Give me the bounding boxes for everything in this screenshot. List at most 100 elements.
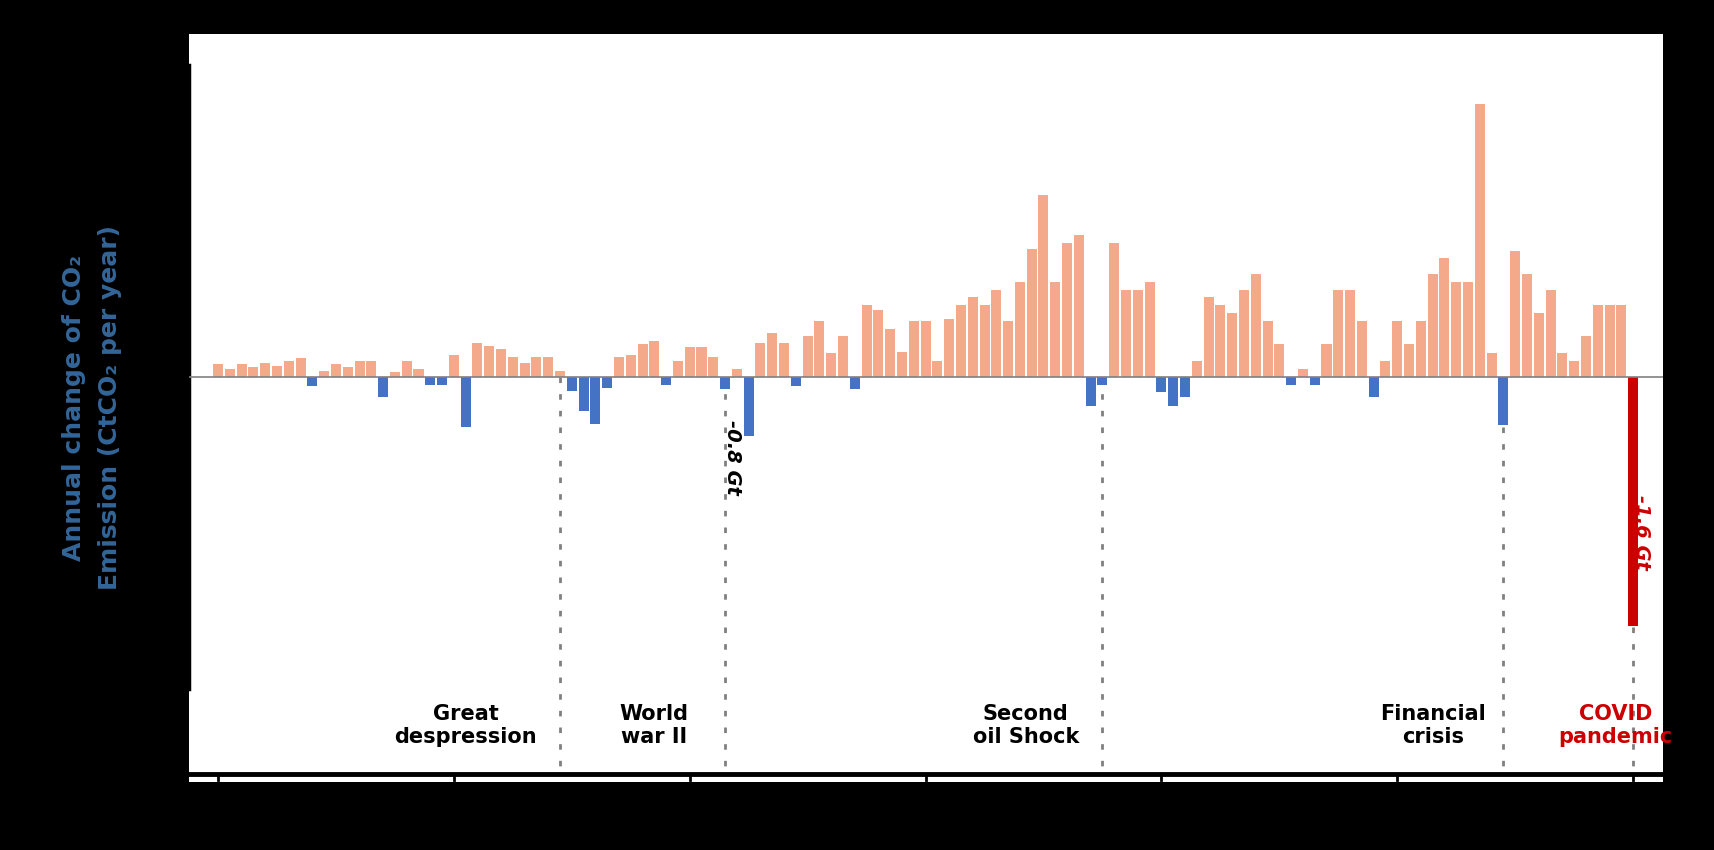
Bar <box>1109 243 1119 377</box>
Bar <box>802 337 812 377</box>
Bar <box>543 357 554 377</box>
Bar <box>485 346 494 377</box>
Bar <box>602 377 612 388</box>
Bar <box>838 337 848 377</box>
Bar <box>1486 354 1496 377</box>
Bar <box>1428 274 1438 377</box>
Bar <box>1157 377 1167 393</box>
Bar <box>1015 282 1025 377</box>
Bar <box>389 372 399 377</box>
Bar <box>790 377 800 386</box>
Bar <box>1546 290 1556 377</box>
Bar <box>461 377 471 427</box>
Bar <box>319 371 329 377</box>
Bar <box>991 290 1001 377</box>
Bar <box>1191 361 1202 377</box>
Bar <box>1592 305 1603 377</box>
Bar <box>626 355 636 377</box>
Bar <box>307 377 317 386</box>
Bar <box>1263 320 1272 377</box>
Bar <box>968 298 977 377</box>
Bar <box>1075 235 1083 377</box>
Bar <box>273 366 283 377</box>
Bar <box>1580 337 1591 377</box>
Bar <box>495 348 506 377</box>
Bar <box>662 377 672 385</box>
Bar <box>1534 313 1544 377</box>
Bar <box>1051 282 1061 377</box>
Text: 2020: 2020 <box>1597 785 1668 809</box>
Text: 1960: 1960 <box>891 785 960 809</box>
Bar <box>1628 377 1639 626</box>
Bar <box>1027 249 1037 377</box>
Bar <box>1133 290 1143 377</box>
Bar <box>1286 377 1296 385</box>
Bar <box>920 320 931 377</box>
Bar <box>425 377 435 385</box>
Bar <box>956 305 967 377</box>
Bar <box>355 361 365 377</box>
Bar <box>1309 377 1320 385</box>
Bar <box>579 377 588 411</box>
Bar <box>367 361 377 377</box>
Bar <box>720 377 730 389</box>
Bar <box>732 369 742 377</box>
Bar <box>590 377 600 423</box>
Bar <box>249 367 259 377</box>
Bar <box>1440 258 1450 377</box>
Bar <box>519 363 530 377</box>
Bar <box>1274 344 1284 377</box>
Bar <box>744 377 754 436</box>
Bar <box>437 377 447 385</box>
Bar <box>1452 282 1462 377</box>
Text: Second
oil Shock: Second oil Shock <box>972 704 1080 747</box>
Bar <box>1558 354 1567 377</box>
Bar <box>614 357 624 377</box>
Bar <box>944 320 955 377</box>
Bar <box>1404 344 1414 377</box>
Bar <box>862 305 872 377</box>
Bar <box>1416 320 1426 377</box>
Bar <box>507 357 518 377</box>
Bar <box>1179 377 1190 397</box>
Bar <box>979 305 989 377</box>
Bar <box>896 352 907 377</box>
Bar <box>1333 290 1344 377</box>
Bar <box>814 320 824 377</box>
Text: Great
despression: Great despression <box>394 704 536 747</box>
Bar <box>1604 305 1615 377</box>
Bar <box>413 369 423 377</box>
Text: Financial
crisis: Financial crisis <box>1380 704 1486 747</box>
Bar <box>850 377 860 389</box>
Text: World
war II: World war II <box>620 704 689 747</box>
Bar <box>1392 320 1402 377</box>
Bar <box>331 365 341 377</box>
Bar <box>261 363 271 377</box>
Bar <box>1321 344 1332 377</box>
Bar <box>1510 251 1520 377</box>
Bar <box>1297 369 1308 377</box>
Bar <box>768 333 776 377</box>
Text: -0.8 Gt: -0.8 Gt <box>723 421 742 496</box>
Bar <box>780 343 788 377</box>
Bar <box>1097 377 1107 385</box>
Bar <box>401 361 411 377</box>
Bar <box>1121 290 1131 377</box>
Bar <box>1369 377 1378 397</box>
Text: -1.6 Gt: -1.6 Gt <box>1632 496 1651 570</box>
Bar <box>674 361 682 377</box>
Bar <box>1169 377 1178 406</box>
Bar <box>449 355 459 377</box>
Bar <box>1380 361 1390 377</box>
Bar <box>1085 377 1095 406</box>
Bar <box>1345 290 1356 377</box>
Bar <box>567 377 578 391</box>
Bar <box>1145 282 1155 377</box>
Bar <box>1498 377 1508 425</box>
Y-axis label: Annual change of CO₂
Emission (CtCO₂ per year): Annual change of CO₂ Emission (CtCO₂ per… <box>62 225 122 591</box>
Text: 1920: 1920 <box>418 785 488 809</box>
Bar <box>874 310 883 377</box>
Text: 1900: 1900 <box>183 785 254 809</box>
Bar <box>1003 320 1013 377</box>
Text: 1980: 1980 <box>1126 785 1196 809</box>
